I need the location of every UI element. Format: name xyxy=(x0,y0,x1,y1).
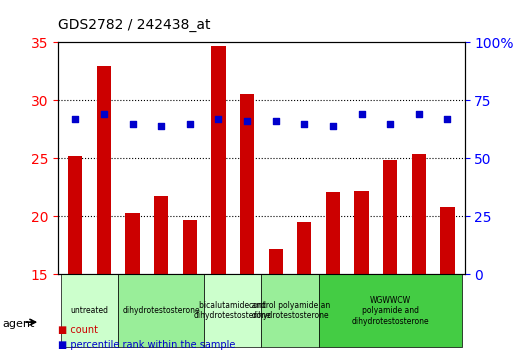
Text: agent: agent xyxy=(3,319,35,329)
Bar xyxy=(354,191,369,274)
Point xyxy=(214,116,223,122)
Bar xyxy=(412,154,426,274)
FancyBboxPatch shape xyxy=(61,274,118,347)
Bar xyxy=(383,160,398,274)
Point xyxy=(100,112,108,117)
Point xyxy=(357,112,366,117)
Text: untreated: untreated xyxy=(71,306,109,315)
Bar xyxy=(211,46,225,274)
Bar xyxy=(97,66,111,274)
FancyBboxPatch shape xyxy=(318,274,462,347)
Bar xyxy=(240,93,254,274)
Bar xyxy=(326,192,340,274)
Point xyxy=(271,119,280,124)
Point xyxy=(185,121,194,126)
Point xyxy=(329,123,337,129)
Text: GDS2782 / 242438_at: GDS2782 / 242438_at xyxy=(58,18,211,32)
Bar xyxy=(68,156,82,274)
Bar xyxy=(154,195,168,274)
Point xyxy=(443,116,451,122)
Point xyxy=(414,112,423,117)
FancyBboxPatch shape xyxy=(261,274,318,347)
Point xyxy=(71,116,80,122)
Bar xyxy=(440,207,455,274)
Bar xyxy=(183,220,197,274)
Text: dihydrotestosterone: dihydrotestosterone xyxy=(122,306,200,315)
Text: WGWWCW
polyamide and
dihydrotestosterone: WGWWCW polyamide and dihydrotestosterone xyxy=(352,296,429,326)
Point xyxy=(157,123,165,129)
Point xyxy=(300,121,308,126)
Text: control polyamide an
dihydrotestosterone: control polyamide an dihydrotestosterone xyxy=(249,301,331,320)
Bar xyxy=(297,222,312,274)
Text: bicalutamide and
dihydrotestosterone: bicalutamide and dihydrotestosterone xyxy=(194,301,271,320)
FancyBboxPatch shape xyxy=(118,274,204,347)
Point xyxy=(386,121,394,126)
Point xyxy=(243,119,251,124)
FancyBboxPatch shape xyxy=(204,274,261,347)
Point xyxy=(128,121,137,126)
Bar xyxy=(125,213,140,274)
Text: ■ count: ■ count xyxy=(58,325,98,335)
Bar xyxy=(269,249,283,274)
Text: ■ percentile rank within the sample: ■ percentile rank within the sample xyxy=(58,341,235,350)
